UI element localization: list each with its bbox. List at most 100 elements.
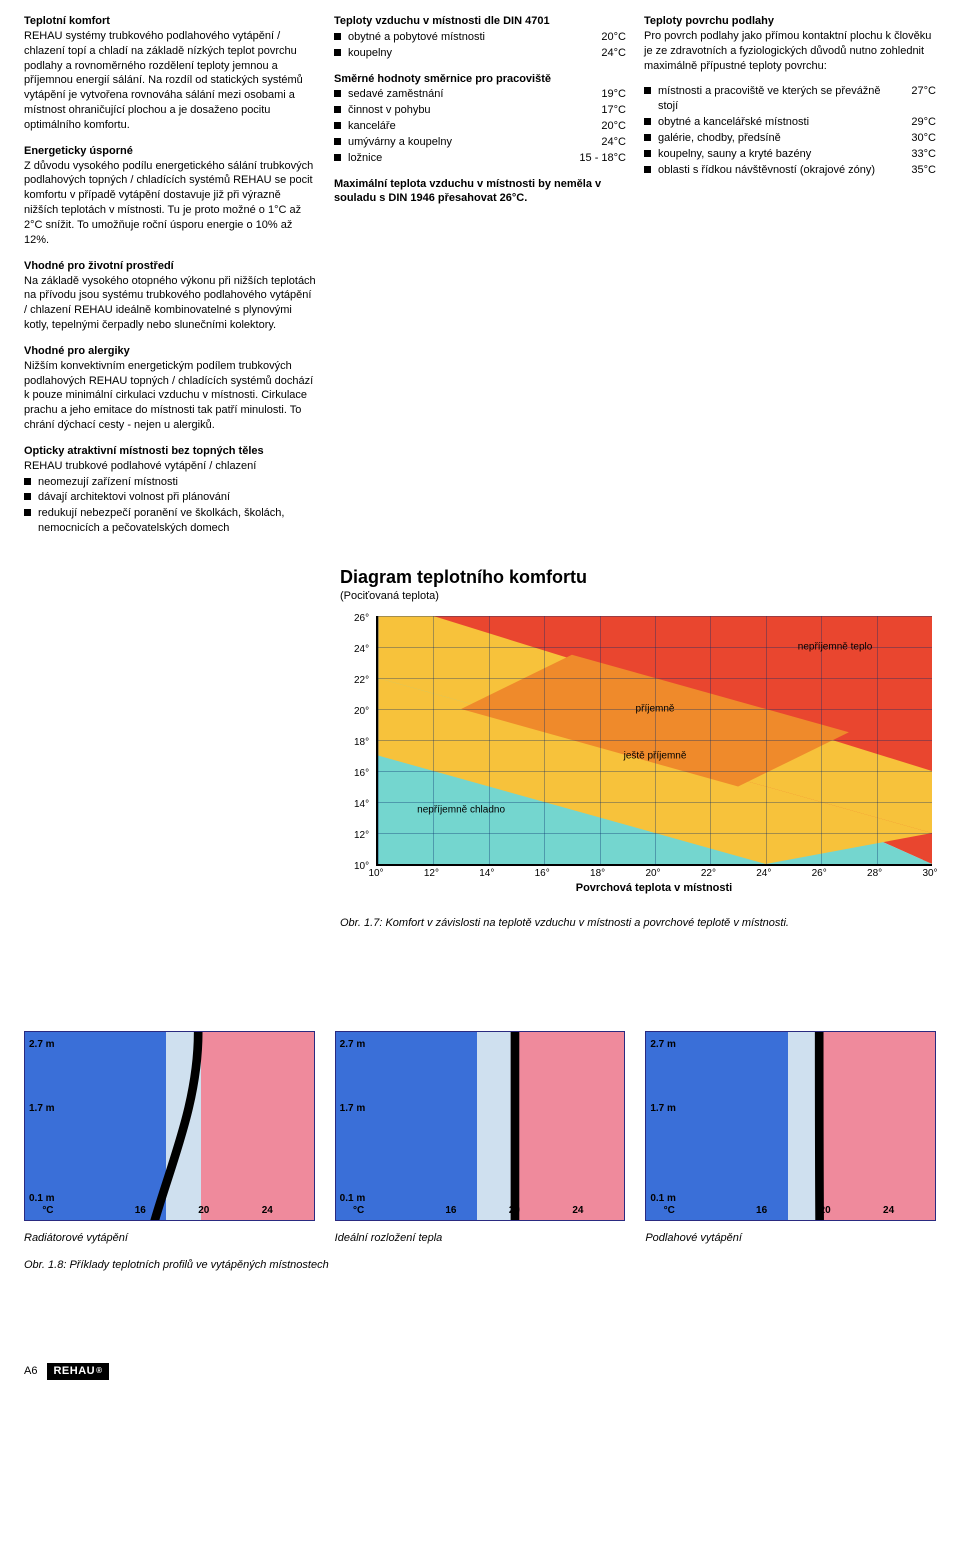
thumb-caption: Podlahové vytápění	[645, 1231, 936, 1246]
list-item: ložnice15 - 18°C	[334, 151, 626, 166]
comfort-chart: Teplota vzduchu v místnosti nepříjemně c…	[340, 610, 936, 910]
chart-zone-label: nepříjemně teplo	[798, 640, 873, 654]
list-item-value: 33°C	[903, 147, 936, 162]
thumb-y-label: 0.1 m	[29, 1192, 55, 1206]
list-item-label: obytné a pobytové místnosti	[348, 30, 593, 45]
thumb-y-label: 1.7 m	[340, 1102, 366, 1116]
thumb-caption: Radiátorové vytápění	[24, 1231, 315, 1246]
chart-y-tick: 14°	[354, 797, 369, 811]
thumb-x-label: °C	[353, 1204, 364, 1218]
thermal-profile-card: 2.7 m1.7 m0.1 m°C162024Ideální rozložení…	[335, 1031, 626, 1246]
list-item: činnost v pohybu17°C	[334, 103, 626, 118]
temp-list-workplace: sedavé zaměstnání19°Cčinnost v pohybu17°…	[334, 87, 626, 165]
thermal-profile-card: 2.7 m1.7 m0.1 m°C162024Radiátorové vytáp…	[24, 1031, 315, 1246]
chart-zone-label: ještě příjemně	[624, 749, 687, 763]
thumb-y-label: 1.7 m	[29, 1102, 55, 1116]
chart-zone-label: nepříjemně chladno	[417, 803, 505, 817]
list-item-value: 29°C	[903, 115, 936, 130]
paragraph: REHAU systémy trubkového podlahového vyt…	[24, 29, 316, 133]
list-item-label: oblasti s řídkou návštěvností (okrajové …	[658, 163, 903, 178]
heading-energeticky-usporne: Energeticky úsporné	[24, 144, 316, 159]
list-item: obytné a kancelářské místnosti29°C	[644, 115, 936, 130]
chart-x-axis-label: Povrchová teplota v místnosti	[376, 881, 932, 896]
list-item-label: umývárny a koupelny	[348, 135, 593, 150]
thumb-y-label: 2.7 m	[29, 1038, 55, 1052]
chart-y-tick: 26°	[354, 611, 369, 625]
list-item: dávají architektovi volnost při plánován…	[24, 490, 316, 505]
list-item-label: redukují nebezpečí poranění ve školkách,…	[38, 506, 316, 536]
paragraph: Pro povrch podlahy jako přímou kontaktní…	[644, 29, 936, 74]
chart-x-tick: 14°	[479, 867, 494, 881]
list-item-label: sedavé zaměstnání	[348, 87, 593, 102]
list-item-label: dávají architektovi volnost při plánován…	[38, 490, 316, 505]
chart-x-tick: 28°	[867, 867, 882, 881]
list-item: obytné a pobytové místnosti20°C	[334, 30, 626, 45]
thumb-row-caption: Obr. 1.8: Příklady teplotních profilů ve…	[24, 1258, 936, 1273]
list-item: kanceláře20°C	[334, 119, 626, 134]
thumb-y-label: 0.1 m	[650, 1192, 676, 1206]
chart-x-tick: 22°	[701, 867, 716, 881]
chart-y-tick: 10°	[354, 859, 369, 873]
thumb-x-label: 20	[509, 1204, 520, 1218]
list-item-value: 17°C	[593, 103, 626, 118]
heading-teploty-povrchu: Teploty povrchu podlahy	[644, 14, 936, 29]
list-item-value: 19°C	[593, 87, 626, 102]
list-item: místnosti a pracoviště ve kterých se pře…	[644, 84, 936, 114]
list-item-value: 27°C	[903, 84, 936, 114]
chart-y-tick: 16°	[354, 766, 369, 780]
chart-x-tick: 10°	[368, 867, 383, 881]
thumb-y-label: 2.7 m	[650, 1038, 676, 1052]
list-item-value: 15 - 18°C	[571, 151, 626, 166]
list-item-label: koupelny, sauny a kryté bazény	[658, 147, 903, 162]
page-number: A6	[24, 1364, 37, 1379]
chart-y-tick: 12°	[354, 828, 369, 842]
column-right: Teploty povrchu podlahy Pro povrch podla…	[644, 14, 936, 547]
paragraph: Nižším konvektivním energetickým podílem…	[24, 359, 316, 433]
list-item-value: 24°C	[593, 135, 626, 150]
heading-opticky-atraktivni: Opticky atraktivní místnosti bez topných…	[24, 444, 316, 459]
list-item: koupelny, sauny a kryté bazény33°C	[644, 147, 936, 162]
page-footer: A6 REHAU	[24, 1363, 936, 1380]
thumb-x-label: 20	[198, 1204, 209, 1218]
chart-x-tick: 20°	[645, 867, 660, 881]
thumb-x-label: 20	[820, 1204, 831, 1218]
heading-alergiky: Vhodné pro alergiky	[24, 344, 316, 359]
benefit-list: neomezují zařízení místnostidávají archi…	[24, 475, 316, 536]
list-item-label: galérie, chodby, předsíně	[658, 131, 903, 146]
list-item: galérie, chodby, předsíně30°C	[644, 131, 936, 146]
thumb-x-label: 16	[445, 1204, 456, 1218]
thumb-y-label: 0.1 m	[340, 1192, 366, 1206]
list-item: neomezují zařízení místnosti	[24, 475, 316, 490]
chart-x-tick: 26°	[812, 867, 827, 881]
thumb-caption: Ideální rozložení tepla	[335, 1231, 626, 1246]
chart-x-tick: 24°	[756, 867, 771, 881]
list-item-label: koupelny	[348, 46, 593, 61]
list-item-label: kanceláře	[348, 119, 593, 134]
chart-x-tick: 16°	[535, 867, 550, 881]
thumb-x-label: 16	[135, 1204, 146, 1218]
thermal-profile-row: 2.7 m1.7 m0.1 m°C162024Radiátorové vytáp…	[24, 1031, 936, 1246]
list-item-value: 35°C	[903, 163, 936, 178]
heading-din4701: Teploty vzduchu v místnosti dle DIN 4701	[334, 14, 626, 29]
chart-x-tick: 18°	[590, 867, 605, 881]
heading-smernice: Směrné hodnoty směrnice pro pracoviště	[334, 72, 626, 87]
list-item: redukují nebezpečí poranění ve školkách,…	[24, 506, 316, 536]
list-item-value: 20°C	[593, 30, 626, 45]
chart-y-tick: 20°	[354, 704, 369, 718]
chart-zone-label: příjemně	[636, 702, 675, 716]
thumb-x-label: 24	[262, 1204, 273, 1218]
list-item: koupelny24°C	[334, 46, 626, 61]
list-item-label: ložnice	[348, 151, 571, 166]
thumb-x-label: °C	[664, 1204, 675, 1218]
temp-list-din4701: obytné a pobytové místnosti20°Ckoupelny2…	[334, 30, 626, 61]
list-item-value: 24°C	[593, 46, 626, 61]
thermal-profile-chart: 2.7 m1.7 m0.1 m°C162024	[335, 1031, 626, 1221]
thermal-profile-chart: 2.7 m1.7 m0.1 m°C162024	[645, 1031, 936, 1221]
list-item-label: činnost v pohybu	[348, 103, 593, 118]
thermal-profile-card: 2.7 m1.7 m0.1 m°C162024Podlahové vytápěn…	[645, 1031, 936, 1246]
column-middle: Teploty vzduchu v místnosti dle DIN 4701…	[334, 14, 626, 547]
thumb-x-label: 24	[883, 1204, 894, 1218]
list-item: sedavé zaměstnání19°C	[334, 87, 626, 102]
thermal-profile-chart: 2.7 m1.7 m0.1 m°C162024	[24, 1031, 315, 1221]
thumb-x-label: 24	[572, 1204, 583, 1218]
